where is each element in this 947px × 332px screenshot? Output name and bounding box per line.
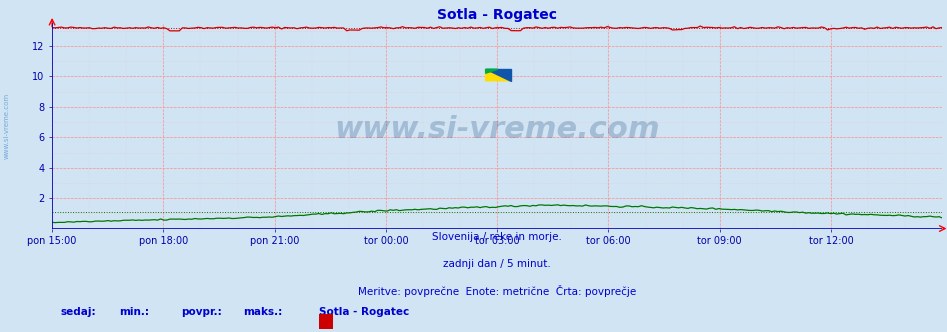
Polygon shape (486, 69, 510, 81)
Text: sedaj:: sedaj: (61, 307, 97, 317)
Text: povpr.:: povpr.: (181, 307, 222, 317)
Text: Slovenija / reke in morje.: Slovenija / reke in morje. (432, 231, 563, 242)
Text: www.si-vreme.com: www.si-vreme.com (334, 116, 660, 144)
Text: Meritve: povprečne  Enote: metrične  Črta: povprečje: Meritve: povprečne Enote: metrične Črta:… (358, 285, 636, 296)
Bar (319, 314, 333, 332)
Polygon shape (486, 69, 510, 81)
Title: Sotla - Rogatec: Sotla - Rogatec (438, 8, 557, 22)
Text: Sotla - Rogatec: Sotla - Rogatec (319, 307, 409, 317)
Text: maks.:: maks.: (243, 307, 283, 317)
Text: www.si-vreme.com: www.si-vreme.com (4, 93, 9, 159)
Text: zadnji dan / 5 minut.: zadnji dan / 5 minut. (443, 259, 551, 269)
Polygon shape (486, 69, 498, 73)
Text: min.:: min.: (119, 307, 149, 317)
